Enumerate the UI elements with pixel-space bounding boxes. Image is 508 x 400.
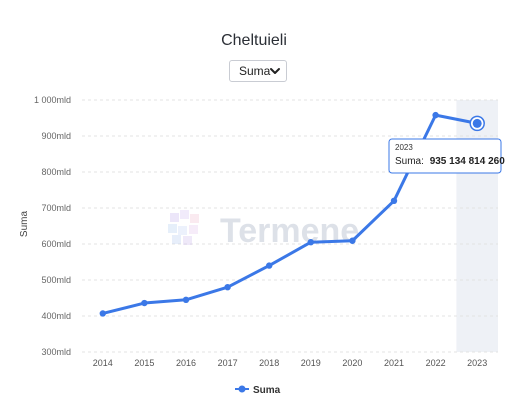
data-point[interactable]	[266, 262, 273, 269]
data-point[interactable]	[349, 237, 356, 244]
watermark: Termene	[168, 210, 359, 250]
x-tick-label: 2019	[301, 358, 321, 368]
y-tick-label: 900mld	[41, 131, 71, 141]
y-tick-label: 800mld	[41, 167, 71, 177]
y-tick-label: 500mld	[41, 275, 71, 285]
y-axis-title: Suma	[19, 211, 30, 238]
series-select[interactable]: Suma	[229, 60, 287, 82]
tooltip: 2023 Suma: 935 134 814 260	[388, 138, 505, 174]
data-point[interactable]	[432, 111, 439, 119]
data-point[interactable]	[99, 310, 107, 317]
data-point[interactable]	[390, 197, 398, 204]
data-point[interactable]	[472, 118, 482, 128]
svg-text:Suma: 935 134 814 260: Suma: 935 134 814 260	[395, 156, 505, 167]
x-tick-label: 2020	[342, 358, 362, 368]
data-point[interactable]	[182, 296, 190, 303]
data-point[interactable]	[307, 239, 314, 246]
x-tick-label: 2017	[218, 358, 238, 368]
data-point[interactable]	[224, 284, 231, 291]
y-tick-label: 300mld	[41, 347, 71, 357]
x-tick-label: 2023	[467, 358, 487, 368]
x-tick-label: 2016	[176, 358, 196, 368]
y-tick-label: 1 000mld	[34, 95, 71, 105]
y-tick-label: 700mld	[41, 203, 71, 213]
chart-title: Cheltuieli	[221, 32, 287, 49]
legend-point-marker	[238, 385, 246, 393]
y-tick-label: 600mld	[41, 239, 71, 249]
watermark-logo-icon	[168, 210, 199, 245]
tooltip-year: 2023	[395, 143, 413, 152]
series-select-label: Suma	[239, 64, 271, 78]
data-point[interactable]	[141, 299, 148, 307]
x-tick-label: 2021	[384, 358, 404, 368]
x-tick-label: 2018	[259, 358, 279, 368]
y-tick-label: 400mld	[41, 311, 71, 321]
watermark-text: Termene	[220, 212, 359, 250]
legend-label: Suma	[253, 385, 281, 396]
x-tick-label: 2014	[93, 358, 113, 368]
tooltip-value: 935 134 814 260	[430, 156, 506, 167]
highlight-band	[456, 100, 498, 352]
tooltip-label: Suma:	[395, 156, 424, 167]
x-tick-label: 2015	[134, 358, 154, 368]
legend[interactable]: Suma	[235, 385, 281, 396]
x-tick-label: 2022	[426, 358, 446, 368]
chevron-down-icon	[270, 68, 280, 74]
